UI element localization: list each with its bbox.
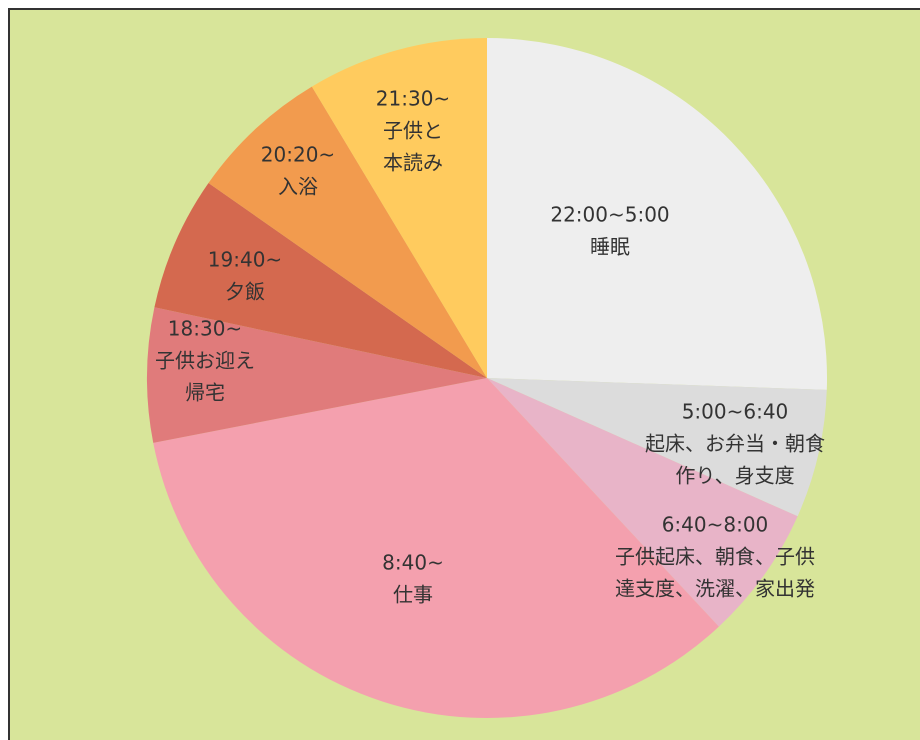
slice-label: 夕飯 bbox=[225, 280, 265, 304]
slice-label: 作り、身支度 bbox=[675, 464, 794, 488]
slice-label: 22:00~5:00 bbox=[550, 203, 669, 227]
slice-label: 5:00~6:40 bbox=[682, 400, 789, 424]
slice-label: 睡眠 bbox=[590, 235, 630, 259]
slice-label: 19:40~ bbox=[208, 248, 282, 272]
pie-slice bbox=[487, 378, 798, 627]
pie-slice bbox=[153, 378, 719, 718]
pie-slice bbox=[146, 307, 487, 443]
slice-label: 20:20~ bbox=[261, 143, 335, 167]
slice-label: 子供と bbox=[383, 119, 443, 143]
slice-label: 帰宅 bbox=[185, 381, 225, 405]
slice-label: 仕事 bbox=[393, 583, 433, 607]
slice-label: 21:30~ bbox=[376, 87, 450, 111]
slice-label: 子供お迎え bbox=[155, 349, 255, 373]
slice-label: 入浴 bbox=[278, 175, 318, 199]
slice-label: 子供起床、朝食、子供 bbox=[615, 545, 815, 569]
slice-label: 達支度、洗濯、家出発 bbox=[615, 577, 815, 601]
pie-slice bbox=[487, 38, 828, 390]
slice-label: 18:30~ bbox=[168, 317, 242, 341]
slice-label: 8:40~ bbox=[382, 551, 444, 575]
slice-label: 6:40~8:00 bbox=[662, 513, 769, 537]
slice-label: 本読み bbox=[383, 151, 443, 175]
pie-slice bbox=[311, 38, 487, 378]
pie-slice bbox=[487, 378, 827, 517]
pie-slice bbox=[208, 86, 487, 379]
pie-slice bbox=[154, 182, 487, 378]
slice-label: 起床、お弁当・朝食 bbox=[645, 432, 825, 456]
